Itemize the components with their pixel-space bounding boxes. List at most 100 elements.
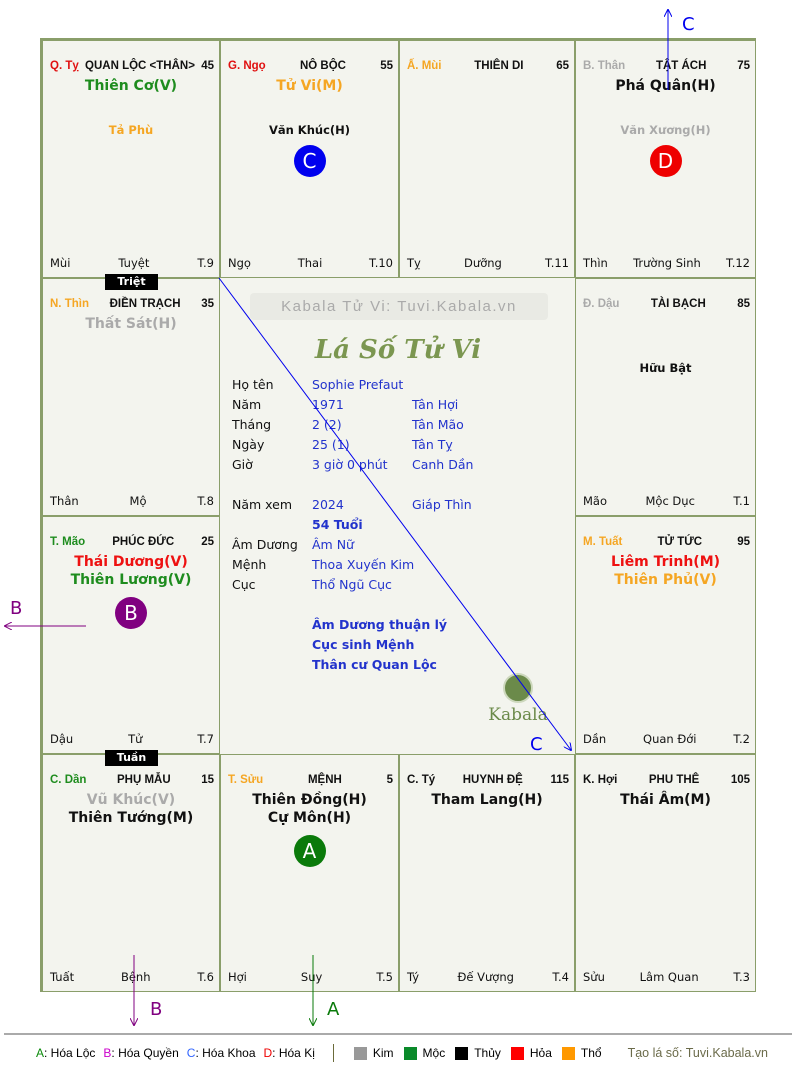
palace-header: M. Tuất TỬ TỨC 95 — [583, 534, 750, 550]
major-star: Thái Dương(V) — [74, 554, 188, 570]
palace-cell[interactable]: B. Thân TẬT ÁCH 75 Phá Quân(H) Văn Xương(… — [575, 40, 756, 278]
info-row: Cục Thổ Ngũ Cục — [232, 577, 562, 597]
info-extra: Canh Dần — [412, 457, 474, 472]
palace-stem: Đ. Dậu — [583, 298, 620, 310]
palace-name: PHU THÊ — [648, 774, 700, 786]
arrow-b-down-label: B — [150, 999, 162, 1020]
palace-stars: Thất Sát(H) — [43, 315, 219, 333]
palace-month: T.8 — [197, 494, 214, 508]
element-label: Thổ — [580, 1046, 602, 1060]
hoa-badge: B — [115, 597, 147, 629]
minor-star: Văn Xương(H) — [620, 123, 711, 137]
legend-text: : Hóa Lộc — [44, 1046, 96, 1060]
info-value: Âm Dương thuận lý — [312, 617, 448, 632]
info-value: Âm Nữ — [312, 537, 354, 552]
info-row: Năm xem 2024 Giáp Thìn — [232, 497, 562, 517]
palace-header: Ấ. Mùi THIÊN DI 65 — [407, 58, 569, 74]
info-row: Giờ 3 giờ 0 phút Canh Dần — [232, 457, 562, 477]
element-label: Kim — [372, 1046, 394, 1060]
palace-cell[interactable]: Ấ. Mùi THIÊN DI 65 Tỵ Dưỡng T.11 — [399, 40, 575, 278]
info-row: Âm Dương Âm Nữ — [232, 537, 562, 557]
info-label: Năm xem — [232, 497, 293, 512]
palace-cell[interactable]: T. Sửu MỆNH 5 Thiên Đồng(H) Cự Môn(H) A Hợ… — [220, 754, 399, 992]
info-extra: Giáp Thìn — [412, 497, 472, 512]
legend-divider — [332, 1044, 334, 1062]
info-value: 54 Tuổi — [312, 517, 363, 532]
major-star: Thiên Phủ(V) — [614, 572, 717, 588]
logo-text: Kabala — [488, 705, 548, 725]
palace-stem: T. Mão — [50, 536, 86, 548]
palace-stem: Ấ. Mùi — [407, 60, 442, 72]
palace-name: PHỤ MẪU — [116, 774, 171, 786]
credit-link[interactable]: Tạo lá số: Tuvi.Kabala.vn — [627, 1046, 768, 1060]
palace-cell[interactable]: C. Dần PHỤ MẪU 15 Vũ Khúc(V) Thiên Tướng(… — [42, 754, 220, 992]
palace-name: TẬT ÁCH — [655, 60, 707, 72]
center-info-panel: Kabala Tử Vi: Tuvi.Kabala.vn Lá Số Tử Vi… — [220, 277, 576, 753]
palace-stage: Bệnh — [120, 970, 151, 984]
tree-icon — [503, 673, 533, 703]
minor-star: Tả Phù — [108, 123, 154, 137]
legend-hoa-item: D: Hóa Kị — [264, 1046, 315, 1060]
palace-header: G. Ngọ NÔ BỘC 55 — [228, 58, 393, 74]
palace-name: QUAN LỘC <THÂN> — [85, 60, 195, 72]
info-label: Tháng — [232, 417, 272, 432]
info-row: Cục sinh Mệnh — [232, 637, 562, 657]
triet-tag: Triệt — [105, 274, 158, 290]
palace-stage: Mộ — [129, 494, 147, 508]
palace-stars: Thiên Cơ(V) Tả Phù — [43, 77, 219, 137]
element-label: Thủy — [474, 1046, 501, 1060]
arrow-b-left-label: B — [10, 598, 22, 619]
info-value: 2 (2) — [312, 417, 342, 432]
palace-month: T.5 — [376, 970, 393, 984]
palace-name: TỬ TỨC — [657, 536, 703, 548]
info-extra: Tân Hợi — [412, 397, 459, 412]
hoa-badge: A — [293, 835, 326, 867]
palace-age: 35 — [201, 298, 214, 310]
palace-stage: Tử — [128, 732, 143, 746]
palace-cell[interactable]: Q. Tỵ QUAN LỘC <THÂN> 45 Thiên Cơ(V) Tả P… — [42, 40, 220, 278]
palace-footer: Tý Đế Vượng T.4 — [407, 970, 569, 985]
palace-name: ĐIỀN TRẠCH — [109, 298, 181, 310]
palace-cell[interactable]: N. Thìn ĐIỀN TRẠCH 35 Thất Sát(H) Thân M… — [42, 278, 220, 516]
arrow-c-label: C — [530, 734, 543, 755]
palace-stem: C. Tý — [407, 774, 436, 786]
minor-star: Văn Khúc(H) — [268, 123, 351, 137]
major-star: Thái Âm(M) — [620, 792, 711, 808]
major-star: Thiên Tướng(M) — [68, 810, 194, 826]
palace-cell[interactable]: Đ. Dậu TÀI BẠCH 85 Hữu Bật Mão Mộc Dục T… — [575, 278, 756, 516]
legend-letter: D — [263, 1046, 273, 1060]
palace-month: T.6 — [197, 970, 214, 984]
palace-stage: Trường Sinh — [633, 256, 701, 270]
legend-text: : Hóa Quyền — [111, 1046, 179, 1060]
palace-month: T.4 — [552, 970, 569, 984]
palace-age: 115 — [550, 774, 569, 786]
palace-branch: Sửu — [583, 970, 605, 984]
palace-branch: Tỵ — [407, 256, 421, 270]
palace-month: T.11 — [545, 256, 569, 270]
info-label: Ngày — [232, 437, 265, 452]
palace-month: T.1 — [733, 494, 750, 508]
info-label: Năm — [232, 397, 262, 412]
palace-header: Đ. Dậu TÀI BẠCH 85 — [583, 296, 750, 312]
info-row: Ngày 25 (1) Tân Tỵ — [232, 437, 562, 457]
info-label: Giờ — [232, 457, 253, 472]
palace-age: 95 — [737, 536, 750, 548]
palace-cell[interactable]: C. Tý HUYNH ĐỆ 115 Tham Lang(H) Tý Đế Vư… — [399, 754, 575, 992]
major-star: Tử Vi(M) — [276, 78, 343, 94]
palace-age: 105 — [730, 774, 750, 786]
palace-cell[interactable]: M. Tuất TỬ TỨC 95 Liêm Trinh(M) Thiên Phủ… — [575, 516, 756, 754]
palace-footer: Dậu Tử T.7 — [50, 732, 214, 747]
palace-cell[interactable]: G. Ngọ NÔ BỘC 55 Tử Vi(M) Văn Khúc(H) C Ng… — [220, 40, 399, 278]
palace-footer: Thân Mộ T.8 — [50, 494, 214, 509]
hoa-badge: C — [293, 145, 326, 177]
palace-age: 75 — [737, 60, 750, 72]
info-label: Cục — [232, 577, 256, 592]
palace-cell[interactable]: K. Hợi PHU THÊ 105 Thái Âm(M) Sửu Lâm Qu… — [575, 754, 756, 992]
palace-footer: Ngọ Thai T.10 — [228, 256, 393, 271]
palace-stage: Dưỡng — [464, 256, 502, 270]
palace-month: T.9 — [197, 256, 214, 270]
info-value: Thoa Xuyến Kim — [312, 557, 415, 572]
palace-footer: Mùi Tuyệt T.9 — [50, 256, 214, 271]
palace-cell[interactable]: T. Mão PHÚC ĐỨC 25 Thái Dương(V) Thiên Lư… — [42, 516, 220, 754]
info-row: 54 Tuổi — [232, 517, 562, 537]
